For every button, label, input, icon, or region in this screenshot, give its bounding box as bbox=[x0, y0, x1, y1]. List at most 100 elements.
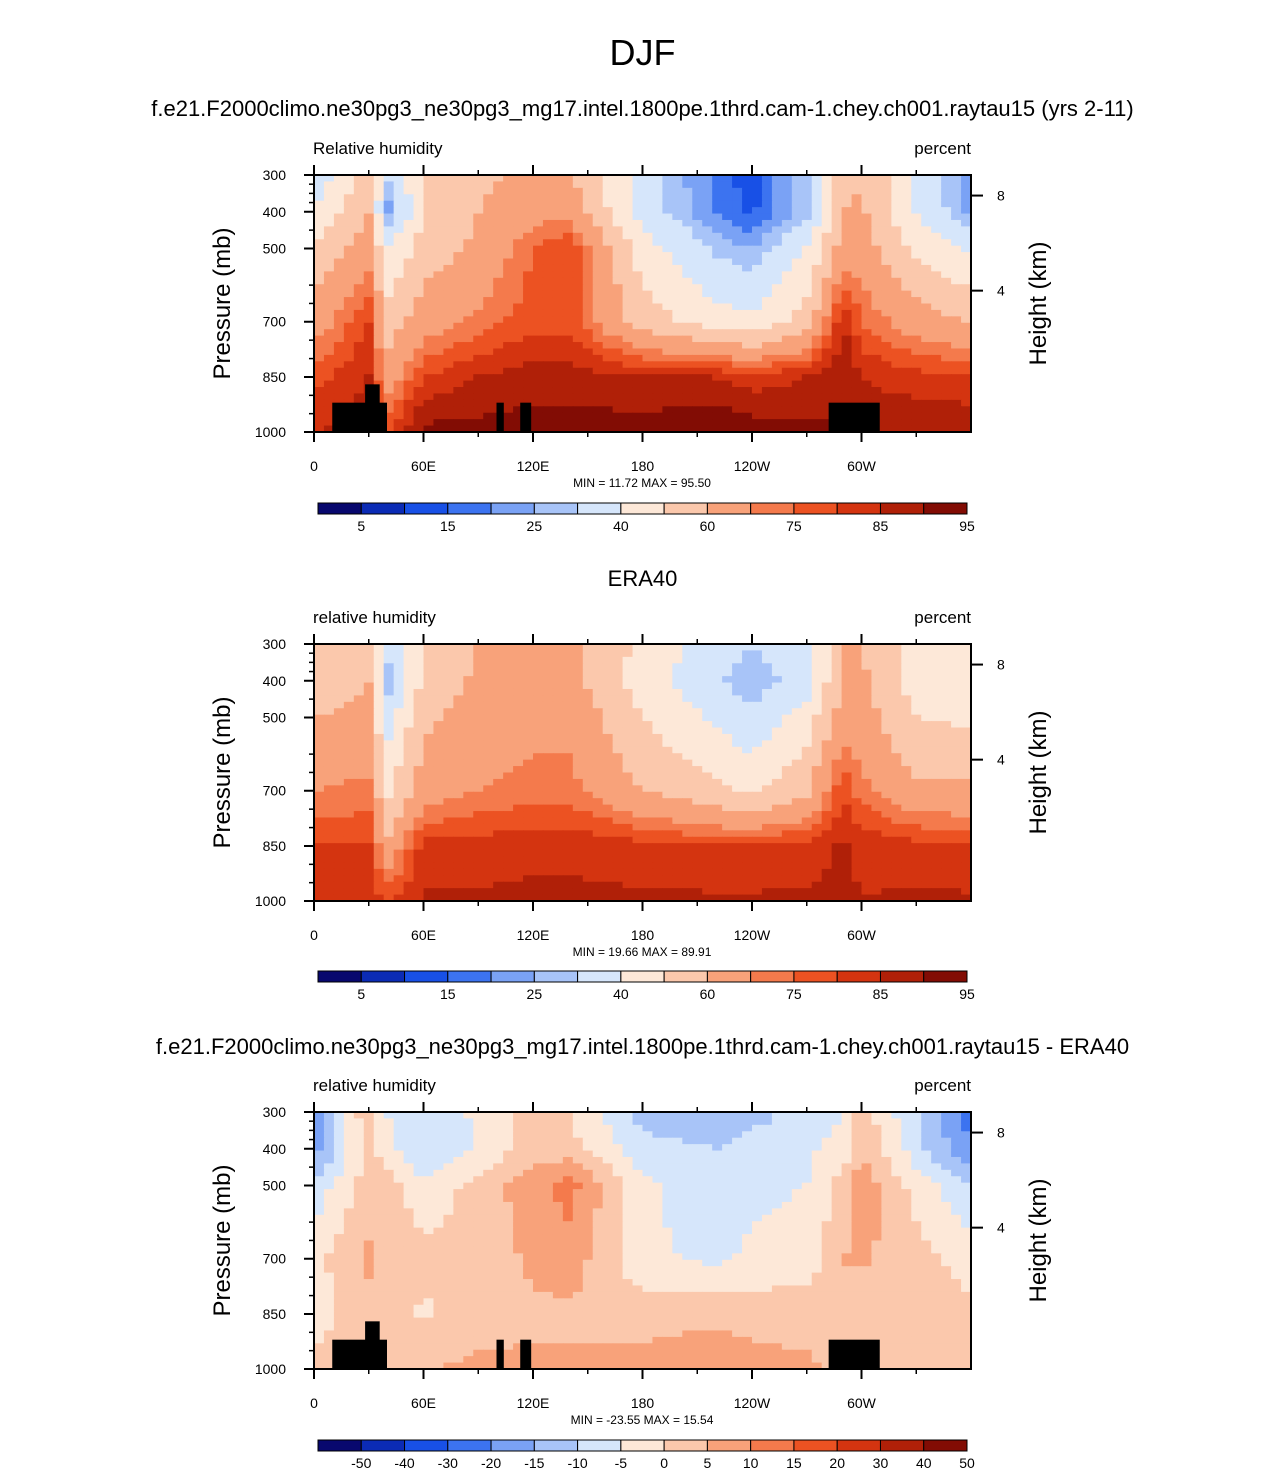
heatmap-cell bbox=[403, 342, 415, 350]
heatmap-cell bbox=[672, 284, 683, 292]
heatmap-cell bbox=[413, 849, 425, 857]
heatmap-cell bbox=[413, 836, 425, 844]
heatmap-cell bbox=[891, 219, 902, 227]
heatmap-cell bbox=[383, 663, 395, 671]
heatmap-cell bbox=[702, 194, 713, 202]
heatmap-cell bbox=[752, 695, 763, 703]
heatmap-cell bbox=[791, 181, 803, 189]
heatmap-cell bbox=[542, 740, 554, 748]
heatmap-cell bbox=[891, 232, 902, 240]
heatmap-cell bbox=[851, 644, 863, 652]
heatmap-cell bbox=[433, 258, 444, 266]
heatmap-cell bbox=[632, 650, 644, 658]
heatmap-cell bbox=[403, 348, 415, 356]
heatmap-cell bbox=[891, 798, 902, 806]
heatmap-cell bbox=[443, 175, 454, 183]
heatmap-cell bbox=[761, 271, 773, 279]
heatmap-cell bbox=[961, 772, 972, 780]
heatmap-cell bbox=[413, 335, 425, 343]
heatmap-cell bbox=[443, 271, 454, 279]
heatmap-cell bbox=[333, 387, 345, 395]
figure-title: DJF bbox=[609, 32, 676, 73]
heatmap-cell bbox=[851, 650, 863, 658]
heatmap-cell bbox=[503, 688, 514, 696]
heatmap-cell bbox=[433, 348, 444, 356]
heatmap-cell bbox=[592, 258, 604, 266]
heatmap-cell bbox=[891, 271, 902, 279]
heatmap-cell bbox=[383, 175, 395, 183]
heatmap-cell bbox=[682, 380, 693, 388]
heatmap-cell bbox=[761, 766, 773, 774]
heatmap-cell bbox=[961, 714, 972, 722]
heatmap-cell bbox=[513, 316, 524, 324]
heatmap-cell bbox=[592, 219, 604, 227]
heatmap-cell bbox=[662, 798, 673, 806]
heatmap-cell bbox=[473, 380, 484, 388]
heatmap-cell bbox=[722, 239, 733, 247]
heatmap-cell bbox=[363, 219, 375, 227]
heatmap-cell bbox=[781, 656, 793, 664]
heatmap-cell bbox=[542, 329, 554, 337]
heatmap-cell bbox=[323, 425, 335, 433]
colorbar-label: 75 bbox=[786, 518, 802, 534]
heatmap-cell bbox=[791, 746, 803, 754]
heatmap-cell bbox=[393, 181, 405, 189]
heatmap-cell bbox=[403, 823, 415, 831]
heatmap-cell bbox=[682, 701, 693, 709]
heatmap-cell bbox=[791, 663, 803, 671]
heatmap-cell bbox=[493, 219, 504, 227]
heatmap-cell bbox=[612, 701, 624, 709]
heatmap-cell bbox=[552, 329, 564, 337]
heatmap-cell bbox=[622, 226, 634, 234]
heatmap-cell bbox=[841, 759, 853, 767]
heatmap-cell bbox=[692, 791, 703, 799]
heatmap-cell bbox=[652, 367, 663, 375]
heatmap-cell bbox=[552, 727, 564, 735]
heatmap-cell bbox=[692, 663, 703, 671]
heatmap-cell bbox=[961, 303, 972, 311]
heatmap-cell bbox=[363, 804, 375, 812]
heatmap-cell bbox=[572, 650, 584, 658]
heatmap-cell bbox=[383, 650, 395, 658]
heatmap-cell bbox=[542, 322, 554, 330]
heatmap-cell bbox=[533, 727, 544, 735]
heatmap-cell bbox=[811, 766, 823, 774]
heatmap-cell bbox=[951, 733, 962, 741]
heatmap-cell bbox=[931, 335, 942, 343]
heatmap-cell bbox=[791, 284, 803, 292]
heatmap-cell bbox=[592, 701, 604, 709]
heatmap-cell bbox=[572, 785, 584, 793]
heatmap-cell bbox=[831, 644, 843, 652]
heatmap-cell bbox=[702, 856, 713, 864]
heatmap-cell bbox=[712, 374, 723, 382]
heatmap-cell bbox=[433, 329, 444, 337]
heatmap-cell bbox=[612, 297, 624, 305]
heatmap-cell bbox=[911, 785, 922, 793]
heatmap-cell bbox=[612, 688, 624, 696]
heatmap-cell bbox=[722, 823, 733, 831]
heatmap-cell bbox=[791, 194, 803, 202]
heatmap-cell bbox=[323, 753, 335, 761]
heatmap-cell bbox=[891, 297, 902, 305]
heatmap-cell bbox=[622, 714, 634, 722]
heatmap-cell bbox=[552, 823, 564, 831]
heatmap-cell bbox=[443, 804, 454, 812]
heatmap-cell bbox=[851, 778, 863, 786]
heatmap-cell bbox=[463, 714, 474, 722]
heatmap-cell bbox=[533, 849, 544, 857]
heatmap-cell bbox=[453, 284, 464, 292]
heatmap-cell bbox=[771, 656, 783, 664]
heatmap-cell bbox=[503, 644, 514, 652]
heatmap-cell bbox=[712, 830, 723, 838]
heatmap-cell bbox=[343, 290, 355, 298]
heatmap-cell bbox=[861, 213, 873, 221]
heatmap-cell bbox=[582, 419, 594, 427]
heatmap-cell bbox=[433, 354, 444, 362]
heatmap-cell bbox=[632, 856, 644, 864]
heatmap-cell bbox=[682, 277, 693, 285]
heatmap-cell bbox=[503, 329, 514, 337]
heatmap-cell bbox=[702, 258, 713, 266]
heatmap-cell bbox=[861, 387, 873, 395]
heatmap-cell bbox=[413, 406, 425, 414]
heatmap-cell bbox=[383, 412, 395, 420]
